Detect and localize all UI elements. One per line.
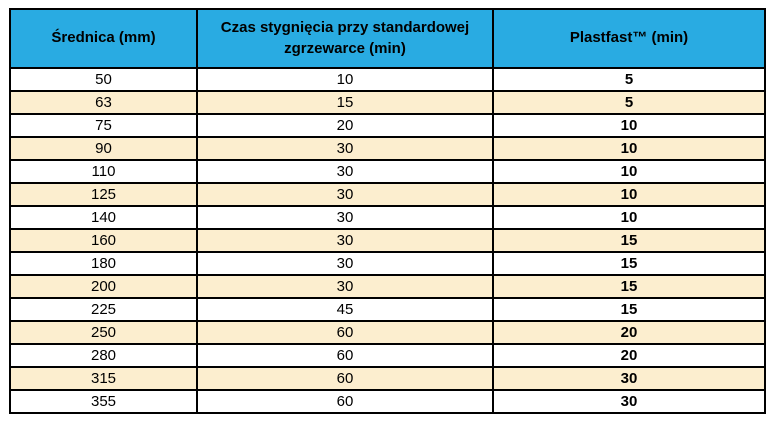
diameter-cell: 250 xyxy=(9,320,198,345)
table-header-row: Średnica (mm) Czas stygnięcia przy stand… xyxy=(9,8,766,69)
table-row: 200 30 15 xyxy=(9,274,766,299)
standard-time-cell: 60 xyxy=(196,343,494,368)
table-row: 90 30 10 xyxy=(9,136,766,161)
table-row: 280 60 20 xyxy=(9,343,766,368)
plastfast-time-cell: 10 xyxy=(492,182,766,207)
standard-time-cell: 15 xyxy=(196,90,494,115)
diameter-cell: 110 xyxy=(9,159,198,184)
table-header: Średnica (mm) Czas stygnięcia przy stand… xyxy=(9,8,766,69)
standard-time-cell: 10 xyxy=(196,67,494,92)
diameter-cell: 75 xyxy=(9,113,198,138)
diameter-cell: 50 xyxy=(9,67,198,92)
diameter-cell: 140 xyxy=(9,205,198,230)
standard-time-cell: 30 xyxy=(196,136,494,161)
plastfast-time-cell: 20 xyxy=(492,343,766,368)
diameter-cell: 355 xyxy=(9,389,198,414)
standard-time-cell: 60 xyxy=(196,389,494,414)
table-row: 140 30 10 xyxy=(9,205,766,230)
plastfast-time-cell: 15 xyxy=(492,228,766,253)
plastfast-time-cell: 5 xyxy=(492,90,766,115)
standard-time-cell: 45 xyxy=(196,297,494,322)
plastfast-time-cell: 10 xyxy=(492,159,766,184)
table-row: 315 60 30 xyxy=(9,366,766,391)
plastfast-time-cell: 15 xyxy=(492,251,766,276)
diameter-cell: 160 xyxy=(9,228,198,253)
standard-time-cell: 30 xyxy=(196,274,494,299)
table-row: 160 30 15 xyxy=(9,228,766,253)
diameter-cell: 180 xyxy=(9,251,198,276)
diameter-cell: 200 xyxy=(9,274,198,299)
standard-time-cell: 20 xyxy=(196,113,494,138)
column-header-plastfast-time: Plastfast™ (min) xyxy=(492,8,766,69)
table-body: 50 10 5 63 15 5 75 20 10 90 30 10 110 30 10 125 30 10 140 3… xyxy=(9,67,766,414)
standard-time-cell: 30 xyxy=(196,251,494,276)
plastfast-time-cell: 30 xyxy=(492,366,766,391)
standard-time-cell: 30 xyxy=(196,159,494,184)
diameter-cell: 125 xyxy=(9,182,198,207)
plastfast-time-cell: 10 xyxy=(492,113,766,138)
table-row: 50 10 5 xyxy=(9,67,766,92)
diameter-cell: 280 xyxy=(9,343,198,368)
plastfast-time-cell: 5 xyxy=(492,67,766,92)
plastfast-time-cell: 15 xyxy=(492,274,766,299)
table-row: 63 15 5 xyxy=(9,90,766,115)
plastfast-time-cell: 30 xyxy=(492,389,766,414)
plastfast-time-cell: 10 xyxy=(492,136,766,161)
diameter-cell: 90 xyxy=(9,136,198,161)
table-row: 110 30 10 xyxy=(9,159,766,184)
column-header-diameter: Średnica (mm) xyxy=(9,8,198,69)
cooling-time-table: Średnica (mm) Czas stygnięcia przy stand… xyxy=(9,8,766,414)
diameter-cell: 63 xyxy=(9,90,198,115)
standard-time-cell: 30 xyxy=(196,182,494,207)
standard-time-cell: 30 xyxy=(196,228,494,253)
plastfast-time-cell: 10 xyxy=(492,205,766,230)
plastfast-time-cell: 20 xyxy=(492,320,766,345)
table-row: 75 20 10 xyxy=(9,113,766,138)
standard-time-cell: 60 xyxy=(196,366,494,391)
diameter-cell: 315 xyxy=(9,366,198,391)
plastfast-time-cell: 15 xyxy=(492,297,766,322)
diameter-cell: 225 xyxy=(9,297,198,322)
table-row: 250 60 20 xyxy=(9,320,766,345)
standard-time-cell: 30 xyxy=(196,205,494,230)
standard-time-cell: 60 xyxy=(196,320,494,345)
column-header-standard-time: Czas stygnięcia przy standardowej zgrzew… xyxy=(196,8,494,69)
table-row: 355 60 30 xyxy=(9,389,766,414)
table-row: 125 30 10 xyxy=(9,182,766,207)
table-row: 225 45 15 xyxy=(9,297,766,322)
table-row: 180 30 15 xyxy=(9,251,766,276)
